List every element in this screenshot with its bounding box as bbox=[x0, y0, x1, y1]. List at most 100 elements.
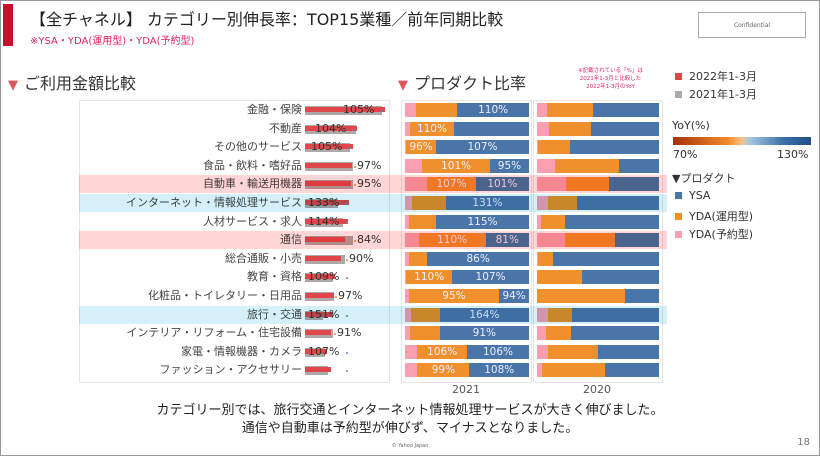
category-label: 旅行・交通 bbox=[247, 307, 302, 321]
legend-2021: 2021年1-3月 bbox=[675, 86, 757, 102]
segment-YDA(運用型) bbox=[541, 214, 566, 229]
note-line: ※記載されている「%」は bbox=[578, 68, 643, 74]
yoy-label: 109% bbox=[308, 270, 340, 284]
segment-YDA(予約型) bbox=[537, 177, 567, 192]
yoy-dot bbox=[346, 370, 348, 373]
segment-YSA bbox=[590, 121, 659, 136]
yoy-label: 84% bbox=[357, 233, 382, 247]
segment-YSA bbox=[469, 363, 529, 378]
segment-YDA(運用型) bbox=[537, 251, 554, 266]
segment-YDA(予約型) bbox=[405, 289, 409, 303]
note-line: 2022年1-3月のYoY bbox=[586, 84, 635, 90]
segment-YSA bbox=[499, 289, 529, 303]
yoy-label: 114% bbox=[308, 214, 340, 228]
segment-yoy-label: 96% bbox=[409, 141, 433, 154]
category-label: 家電・情報機器・カメラ bbox=[181, 344, 302, 358]
year-label-2020: 2020 bbox=[583, 383, 611, 396]
bar-2022 bbox=[305, 348, 327, 354]
segment-YDA(予約型) bbox=[537, 233, 566, 248]
category-label: 総合通販・小売 bbox=[225, 251, 302, 265]
segment-YSA bbox=[577, 196, 659, 210]
segment-yoy-label: 115% bbox=[467, 215, 498, 228]
segment-YDA(運用型) bbox=[547, 196, 578, 210]
segment-YDA(予約型) bbox=[405, 196, 413, 210]
category-label: ファッション・アクセサリー bbox=[159, 363, 302, 377]
segment-YDA(予約型) bbox=[537, 140, 539, 155]
segment-YDA(運用型) bbox=[565, 233, 616, 248]
segment-YDA(予約型) bbox=[537, 363, 543, 378]
segment-yoy-label: 106% bbox=[427, 345, 458, 358]
segment-YDA(運用型) bbox=[422, 158, 490, 173]
segment-yoy-label: 95% bbox=[442, 290, 466, 302]
segment-YSA bbox=[452, 270, 529, 285]
segment-YDA(運用型) bbox=[542, 363, 605, 378]
yoy-dot bbox=[346, 277, 348, 280]
category-label: 化粧品・トイレタリー・日用品 bbox=[148, 289, 302, 302]
segment-YDA(運用型) bbox=[406, 140, 436, 155]
segment-YDA(運用型) bbox=[411, 307, 440, 322]
right-section-title: ▼ プロダクト比率 bbox=[398, 70, 526, 94]
segment-YSA bbox=[427, 251, 529, 266]
bar-2022 bbox=[305, 144, 353, 150]
segment-YDA(運用型) bbox=[555, 158, 619, 173]
segment-yoy-label: 108% bbox=[484, 364, 515, 377]
yoy-dot bbox=[349, 147, 351, 150]
yoy-label: 104% bbox=[315, 121, 347, 135]
category-label: 食品・飲料・嗜好品 bbox=[203, 158, 302, 172]
confidential-label: Confidential bbox=[698, 12, 806, 38]
segment-YDA(運用型) bbox=[408, 214, 436, 229]
segment-YDA(運用型) bbox=[412, 196, 446, 210]
yoy-max: 130% bbox=[777, 148, 809, 161]
segment-YSA bbox=[571, 326, 659, 341]
yoy-dot bbox=[335, 296, 337, 298]
segment-YSA bbox=[593, 103, 659, 117]
yoy-label: 95% bbox=[357, 177, 382, 191]
category-label: 教育・資格 bbox=[247, 270, 302, 284]
segment-YDA(予約型) bbox=[405, 214, 409, 229]
segment-YDA(予約型) bbox=[537, 344, 548, 359]
segment-yoy-label: 107% bbox=[475, 271, 506, 284]
category-label: 人材サービス・求人 bbox=[203, 214, 302, 228]
segment-YDA(運用型) bbox=[537, 289, 625, 303]
left-section-label: ご利用金額比較 bbox=[24, 74, 137, 93]
segment-YDA(運用型) bbox=[406, 270, 453, 285]
segment-yoy-label: 101% bbox=[487, 178, 518, 191]
yoy-label: 105% bbox=[343, 103, 375, 116]
segment-yoy-label: 86% bbox=[466, 252, 490, 265]
legend-label: 2022年1-3月 bbox=[689, 70, 757, 83]
segment-YSA bbox=[624, 289, 659, 303]
segment-YSA bbox=[436, 140, 529, 155]
legend-swatch bbox=[675, 73, 682, 80]
segment-YDA(予約型) bbox=[405, 140, 407, 155]
page-number: 18 bbox=[797, 437, 810, 448]
segment-YDA(予約型) bbox=[405, 158, 423, 173]
segment-YDA(運用型) bbox=[408, 251, 428, 266]
bar-2022 bbox=[305, 237, 345, 243]
legend-swatch bbox=[675, 91, 682, 98]
yoy-min: 70% bbox=[673, 148, 698, 161]
yoy-label: 105% bbox=[311, 140, 343, 154]
segment-YDA(予約型) bbox=[405, 270, 407, 285]
segment-YDA(運用型) bbox=[417, 363, 470, 378]
caption-line-1: カテゴリー別では、旅行交通とインターネット情報処理サービスが大きく伸びました。 bbox=[156, 403, 664, 418]
segment-YDA(運用型) bbox=[415, 103, 458, 117]
left-section-title: ▼ ご利用金額比較 bbox=[8, 70, 136, 94]
segment-YDA(運用型) bbox=[546, 103, 594, 117]
title-accent-bar bbox=[3, 4, 13, 46]
segment-YDA(予約型) bbox=[537, 326, 546, 341]
bar-2022 bbox=[305, 218, 348, 224]
segment-YSA bbox=[615, 233, 659, 248]
segment-YSA bbox=[467, 344, 529, 359]
segment-YDA(運用型) bbox=[537, 270, 582, 285]
segment-YDA(予約型) bbox=[405, 103, 416, 117]
segment-yoy-label: 81% bbox=[495, 234, 519, 247]
year-label-2021: 2021 bbox=[452, 383, 480, 396]
segment-YDA(予約型) bbox=[405, 251, 409, 266]
segment-yoy-label: 110% bbox=[478, 104, 509, 116]
segment-YSA bbox=[436, 214, 529, 229]
note-line: 2021年1-3月と比較した bbox=[579, 76, 642, 82]
yoy-dot bbox=[346, 258, 348, 261]
bar-2022 bbox=[305, 162, 352, 168]
bar-2022 bbox=[305, 274, 335, 280]
segment-YSA bbox=[618, 158, 659, 173]
